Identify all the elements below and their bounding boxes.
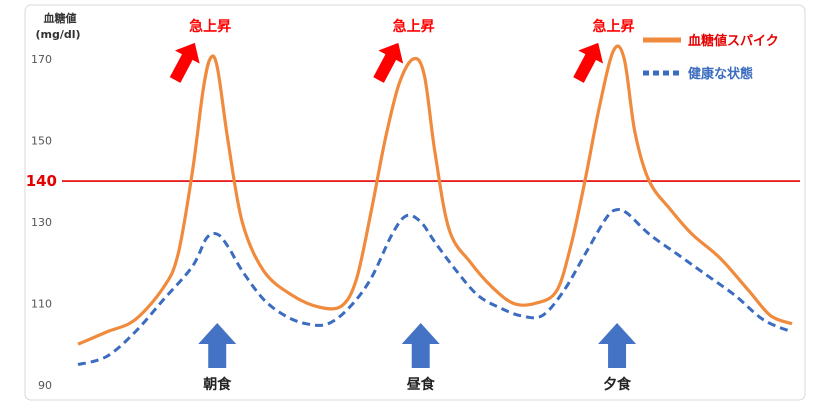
spike-arrow-shape xyxy=(169,42,200,83)
threshold-line-group: 140 xyxy=(26,172,800,190)
meal-annotations: 朝食 昼食 夕食 xyxy=(198,323,637,393)
y-axis-ticks: 90 110 130 150 170 xyxy=(31,53,52,392)
y-tick-label: 130 xyxy=(31,216,52,229)
spike-label: 急上昇 xyxy=(189,18,231,35)
spike-label: 急上昇 xyxy=(593,18,635,35)
y-tick-label: 150 xyxy=(31,134,52,147)
legend-label-spike: 血糖値スパイク xyxy=(688,33,779,49)
y-axis-label-line1: 血糖値 xyxy=(44,11,77,25)
y-tick-label: 170 xyxy=(31,53,52,66)
meal-arrow-icon xyxy=(198,323,237,368)
y-axis-label-line2: (mg/dl) xyxy=(35,28,80,41)
spike-arrow-shape xyxy=(373,42,404,83)
y-tick-label: 90 xyxy=(38,379,52,392)
spike-annotations: 急上昇 急上昇 急上昇 xyxy=(169,18,635,83)
meal-label: 昼食 xyxy=(407,376,436,393)
spike-arrow-icon xyxy=(169,42,200,83)
spike-arrow-shape xyxy=(573,42,604,83)
healthy-series-line xyxy=(77,207,793,367)
spike-label: 急上昇 xyxy=(393,18,435,35)
y-tick-label: 110 xyxy=(31,297,52,310)
meal-arrow-icon xyxy=(401,323,440,368)
meal-label: 夕食 xyxy=(603,376,632,393)
spike-arrow-icon xyxy=(573,42,604,83)
threshold-label: 140 xyxy=(26,172,57,190)
chart-frame xyxy=(24,4,806,401)
meal-arrow-icon xyxy=(598,323,637,368)
spike-arrow-icon xyxy=(373,42,404,83)
legend-label-healthy: 健康な状態 xyxy=(688,66,753,82)
spike-series-line xyxy=(77,44,793,346)
series-lines xyxy=(77,44,793,367)
meal-label: 朝食 xyxy=(203,376,232,393)
